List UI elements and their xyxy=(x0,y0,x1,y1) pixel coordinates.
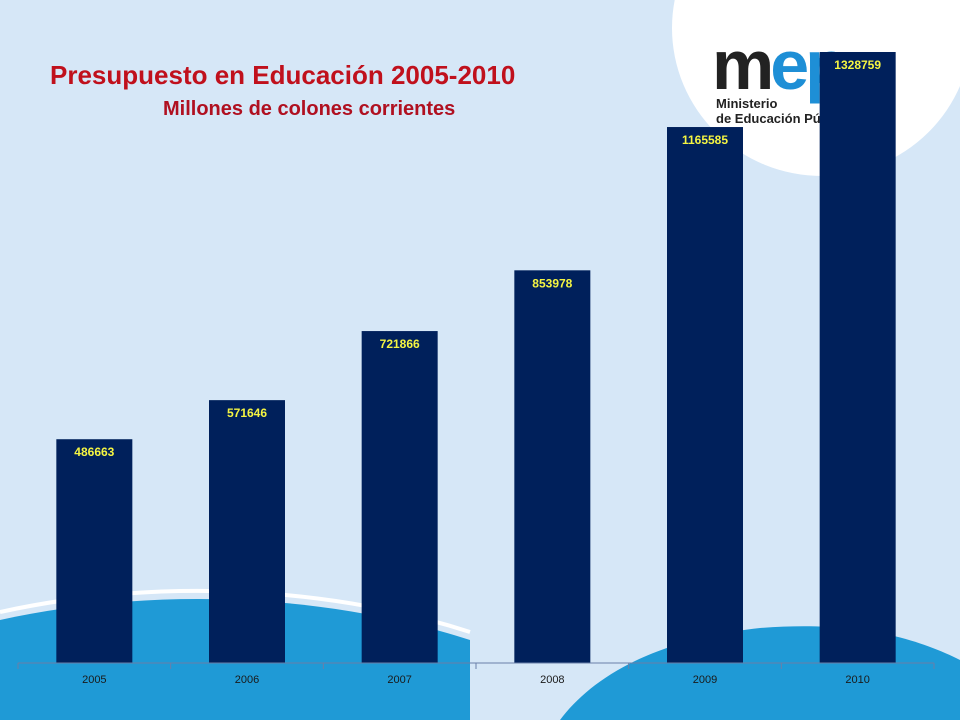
value-label-2007: 721866 xyxy=(380,337,420,351)
bar-2006 xyxy=(209,400,285,663)
value-label-2005: 486663 xyxy=(74,445,114,459)
bar-2007 xyxy=(361,331,438,663)
bar-2009 xyxy=(667,127,743,663)
x-tick-label-2006: 2006 xyxy=(235,674,259,686)
x-tick-label-2005: 2005 xyxy=(82,674,106,686)
bar-2008 xyxy=(514,270,591,663)
value-label-2010: 1328759 xyxy=(834,58,881,72)
x-tick-label-2010: 2010 xyxy=(845,674,869,686)
logo-line-1: Ministerio xyxy=(716,96,778,111)
logo-mark-m: m xyxy=(712,26,774,104)
x-tick-label-2007: 2007 xyxy=(387,674,411,686)
value-label-2006: 571646 xyxy=(227,406,267,420)
chart-title: Presupuesto en Educación 2005-2010 xyxy=(50,60,516,90)
x-axis: 2005 2006 2007 2008 2009 2010 xyxy=(17,662,935,686)
bar-2010 xyxy=(819,52,896,663)
bar-2005 xyxy=(56,439,133,663)
value-label-2009: 1165585 xyxy=(682,133,728,147)
logo-ministry-text: Ministerio de Educación Pú xyxy=(716,96,821,126)
x-tick-label-2009: 2009 xyxy=(693,674,717,686)
value-label-2008: 853978 xyxy=(532,276,572,290)
x-tick-label-2008: 2008 xyxy=(540,674,564,686)
bars-group: 486663 571646 721866 853978 1165585 1328759 xyxy=(56,52,896,663)
logo-line-2: de Educación Pú xyxy=(716,111,821,126)
chart-subtitle: Millones de colones corrientes xyxy=(163,98,456,120)
